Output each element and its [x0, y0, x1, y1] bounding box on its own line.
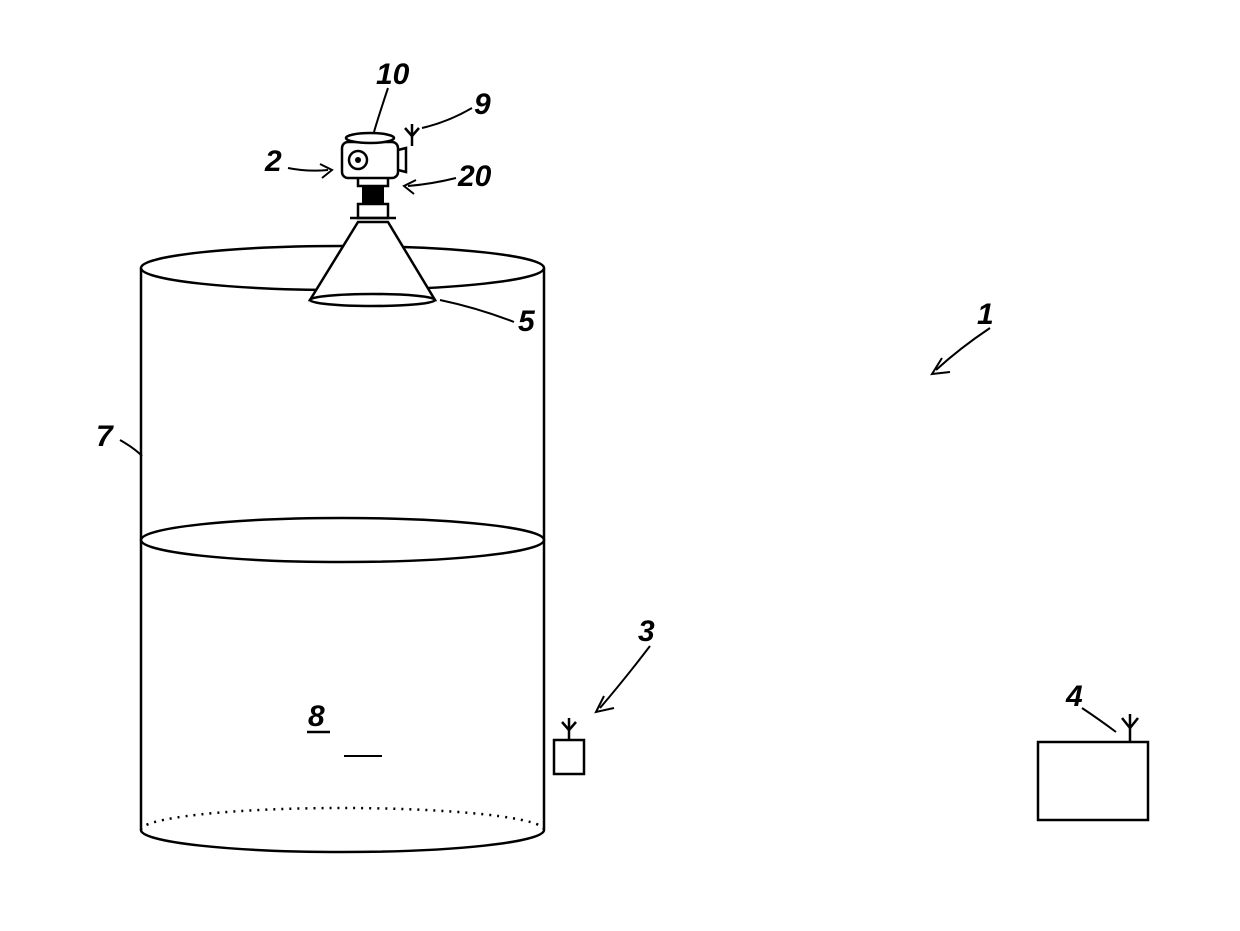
label-9: 9 [474, 88, 491, 122]
sensor-housing [342, 133, 406, 178]
label-5: 5 [518, 305, 535, 339]
label-7: 7 [96, 420, 113, 454]
label-10: 10 [376, 58, 409, 92]
label-8: 8 [308, 700, 325, 734]
sensor-antenna-icon [405, 124, 419, 146]
label-2: 2 [265, 145, 282, 179]
tank [141, 246, 544, 852]
label-1: 1 [977, 298, 994, 332]
sensor-neck [358, 176, 388, 204]
remote-box [1038, 714, 1148, 820]
liquid-level [141, 518, 544, 562]
label-20: 20 [458, 160, 491, 194]
side-device [554, 718, 584, 774]
leaders [120, 88, 1116, 756]
label-4: 4 [1066, 680, 1083, 714]
horn-antenna [310, 204, 435, 306]
label-3: 3 [638, 615, 655, 649]
diagram-svg [0, 0, 1240, 931]
